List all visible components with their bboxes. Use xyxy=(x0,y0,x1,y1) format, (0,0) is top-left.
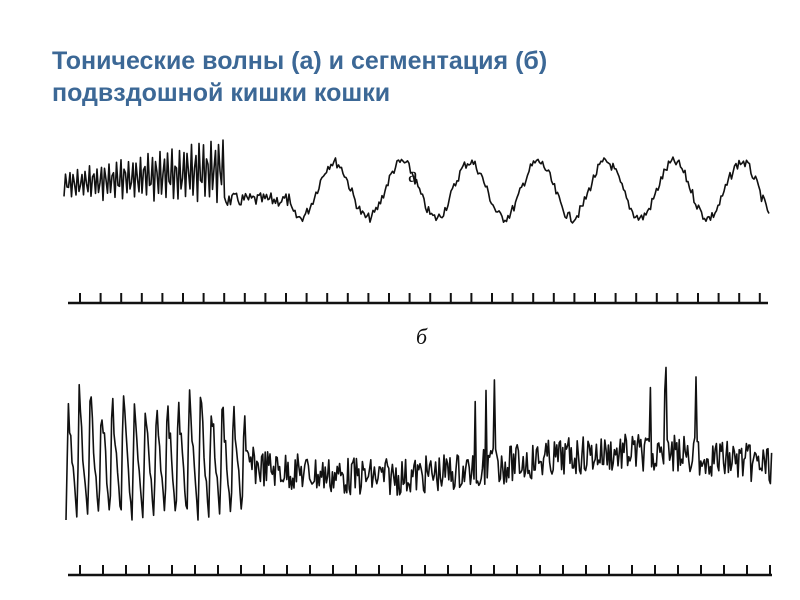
title-line: Тонические волны (а) и сегментация (б) xyxy=(52,47,548,75)
trace xyxy=(65,366,773,521)
title-line: подвздошной кишки кошки xyxy=(52,79,391,107)
trace xyxy=(63,139,770,224)
trace-label: б xyxy=(416,324,428,349)
